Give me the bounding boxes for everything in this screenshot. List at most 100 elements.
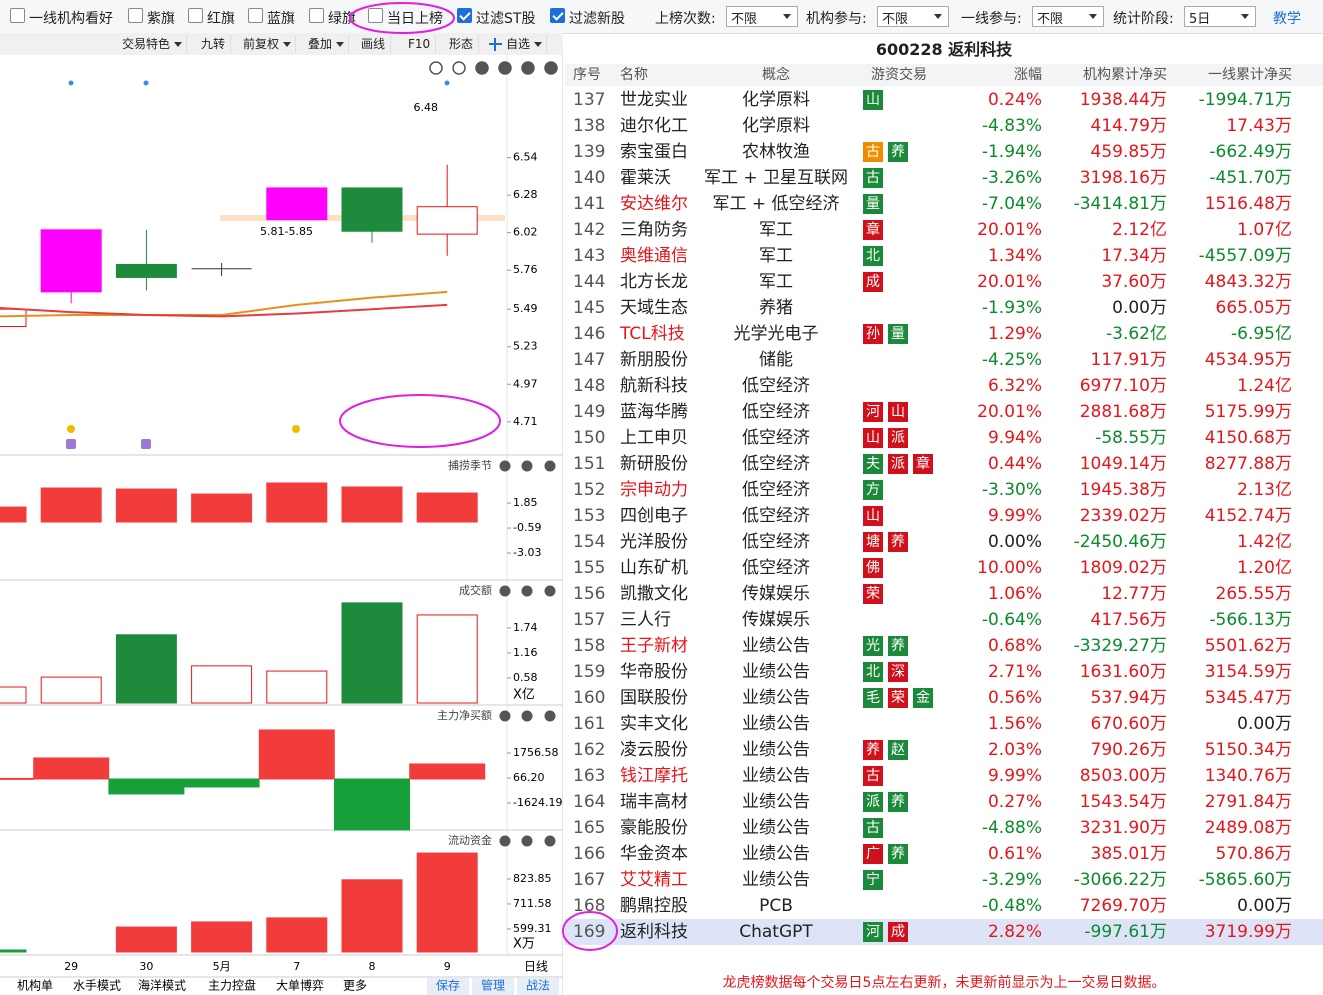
panel-icon[interactable]	[521, 460, 533, 472]
help-link[interactable]: 教学	[1273, 11, 1301, 27]
checkbox-label[interactable]: 蓝旗	[267, 11, 295, 27]
table-row[interactable]: 150 上工申贝 低空经济 山派 9.94% -58.55万 4150.68万	[565, 425, 1323, 451]
chart-button[interactable]: 九转	[196, 35, 232, 53]
checkbox[interactable]	[457, 8, 472, 23]
chart-button[interactable]: 叠加	[303, 35, 350, 53]
select[interactable]: 5日	[1184, 6, 1256, 27]
table-row[interactable]: 165 豪能股份 业绩公告 古 -4.88% 3231.90万 2489.08万	[565, 815, 1323, 841]
table-row[interactable]: 142 三角防务 军工 章 20.01% 2.12亿 1.07亿	[565, 217, 1323, 243]
checkbox[interactable]	[550, 8, 565, 23]
table-row[interactable]: 167 艾艾精工 业绩公告 宁 -3.29% -3066.22万 -5865.60万	[565, 867, 1323, 893]
panel-icon[interactable]	[499, 835, 511, 847]
checkbox-label[interactable]: 紫旗	[147, 11, 175, 27]
table-row[interactable]: 143 奥维通信 军工 北 1.34% 17.34万 -4557.09万	[565, 243, 1323, 269]
select[interactable]: 不限	[877, 6, 949, 27]
action-button[interactable]: 战法	[526, 979, 550, 993]
bottom-tab[interactable]: 机构单	[17, 978, 53, 993]
table-row[interactable]: 166 华金资本 业绩公告 广养 0.61% 385.01万 570.86万	[565, 841, 1323, 867]
chart-button[interactable]: 前复权	[238, 35, 297, 53]
stock-name: 华帝股份	[620, 662, 688, 682]
panel-icon[interactable]	[544, 835, 556, 847]
bar	[115, 634, 177, 704]
table-row[interactable]: 152 宗申动力 低空经济 方 -3.30% 1945.38万 2.13亿	[565, 477, 1323, 503]
panel-icon[interactable]	[499, 585, 511, 597]
checkbox-label[interactable]: 一线机构看好	[29, 11, 113, 27]
stock-name: 新朋股份	[620, 350, 688, 370]
table-row[interactable]: 137 世龙实业 化学原料 山 0.24% 1938.44万 -1994.71万	[565, 87, 1323, 113]
panel-icon[interactable]	[544, 585, 556, 597]
chart-button[interactable]: 自选	[484, 35, 548, 53]
bottom-tab[interactable]: 海洋模式	[138, 978, 186, 993]
price-annotation: 6.48	[414, 101, 439, 114]
stock-name: 索宝蛋白	[620, 142, 688, 162]
bottom-tab[interactable]: 更多	[343, 979, 367, 993]
table-row[interactable]: 149 蓝海华腾 低空经济 河山 20.01% 2881.68万 5175.99万	[565, 399, 1323, 425]
checkbox[interactable]	[309, 8, 324, 23]
chart-button[interactable]: 形态	[444, 35, 480, 53]
trader-tag: 古	[863, 168, 883, 188]
table-row[interactable]: 157 三人行 传媒娱乐 -0.64% 417.56万 -566.13万	[565, 607, 1323, 633]
table-row[interactable]: 160 国联股份 业绩公告 毛荣金 0.56% 537.94万 5345.47万	[565, 685, 1323, 711]
panel-icon[interactable]	[521, 835, 533, 847]
panel-icon[interactable]	[521, 710, 533, 722]
panel-icon[interactable]	[544, 710, 556, 722]
table-row[interactable]: 164 瑞丰高材 业绩公告 派养 0.27% 1543.54万 2791.84万	[565, 789, 1323, 815]
checkbox-label[interactable]: 过滤ST股	[476, 11, 536, 27]
panel-icon[interactable]	[499, 460, 511, 472]
chart-button[interactable]: F10	[403, 35, 437, 53]
chart-button[interactable]: 交易特色	[117, 35, 188, 53]
table-row[interactable]: 162 凌云股份 业绩公告 养赵 2.03% 790.26万 5150.34万	[565, 737, 1323, 763]
table-row[interactable]: 145 天域生态 养猪 -1.93% 0.00万 665.05万	[565, 295, 1323, 321]
inst-net-buy: -3329.27万	[1073, 636, 1167, 656]
chart-tool-icon[interactable]	[452, 61, 466, 75]
checkbox[interactable]	[188, 8, 203, 23]
checkbox[interactable]	[128, 8, 143, 23]
table-row[interactable]: 151 新研股份 低空经济 夫派章 0.44% 1049.14万 8277.88万	[565, 451, 1323, 477]
action-button[interactable]: 管理	[481, 978, 505, 993]
chart-tool-icon[interactable]	[521, 61, 535, 75]
table-row[interactable]: 147 新朋股份 储能 -4.25% 117.91万 4534.95万	[565, 347, 1323, 373]
panel-icon[interactable]	[499, 710, 511, 722]
checkbox-label[interactable]: 红旗	[207, 11, 235, 27]
bottom-tab[interactable]: 主力控盘	[208, 978, 256, 993]
checkbox-label[interactable]: 过滤新股	[569, 11, 625, 27]
inst-net-buy: -997.61万	[1084, 922, 1167, 942]
stock-name: 迪尔化工	[620, 116, 688, 136]
table-row[interactable]: 144 北方长龙 军工 成 20.01% 37.60万 4843.32万	[565, 269, 1323, 295]
table-row[interactable]: 148 航新科技 低空经济 6.32% 6977.10万 1.24亿	[565, 373, 1323, 399]
chart-tool-icon[interactable]	[498, 61, 512, 75]
chart-tool-icon[interactable]	[475, 61, 489, 75]
select-label: 机构参与:	[806, 11, 867, 27]
checkbox[interactable]	[10, 8, 25, 23]
checkbox[interactable]	[248, 8, 263, 23]
concept: ChatGPT	[739, 922, 813, 942]
trader-tag: 方	[863, 480, 883, 500]
chart-tool-icon[interactable]	[429, 61, 443, 75]
table-row[interactable]: 140 霍莱沃 军工 + 卫星互联网古 -3.26% 3198.16万 -451.70万	[565, 165, 1323, 191]
table-row[interactable]: 155 山东矿机 低空经济 佛 10.00% 1809.02万 1.20亿	[565, 555, 1323, 581]
table-row[interactable]: 141 安达维尔 军工 + 低空经济 量 -7.04% -3414.81万 1516.48万	[565, 191, 1323, 217]
panel-icon[interactable]	[544, 460, 556, 472]
panel-icon[interactable]	[521, 585, 533, 597]
table-row[interactable]: 158 王子新材 业绩公告 光养 0.68% -3329.27万 5501.62万	[565, 633, 1323, 659]
table-row[interactable]: 163 钱江摩托 业绩公告 古 9.99% 8503.00万 1340.76万	[565, 763, 1323, 789]
table-row[interactable]: 159 华帝股份 业绩公告 北深 2.71% 1631.60万 3154.59万	[565, 659, 1323, 685]
row-number: 164	[573, 792, 606, 812]
select[interactable]: 不限	[1032, 6, 1104, 27]
bottom-tab[interactable]: 大单博弈	[276, 978, 324, 993]
table-row[interactable]: 154 光洋股份 低空经济 塘养 0.00% -2450.46万 1.42亿	[565, 529, 1323, 555]
table-row[interactable]: 161 实丰文化 业绩公告 1.56% 670.60万 0.00万	[565, 711, 1323, 737]
chart-button[interactable]: 画线	[356, 35, 392, 53]
action-button[interactable]: 保存	[436, 979, 460, 993]
table-row[interactable]: 169 返利科技 ChatGPT 河成 2.82% -997.61万 3719.99万	[565, 919, 1323, 945]
table-row[interactable]: 156 凯撒文化 传媒娱乐 荣 1.06% 12.77万 265.55万	[565, 581, 1323, 607]
table-row[interactable]: 168 鹏鼎控股 PCB -0.48% 7269.70万 0.00万	[565, 893, 1323, 919]
table-row[interactable]: 138 迪尔化工 化学原料 -4.83% 414.79万 17.43万	[565, 113, 1323, 139]
y-tick-label: 5.49	[513, 302, 538, 315]
select[interactable]: 不限	[726, 6, 798, 27]
table-row[interactable]: 153 四创电子 低空经济 山 9.99% 2339.02万 4152.74万	[565, 503, 1323, 529]
chart-tool-icon[interactable]	[544, 61, 558, 75]
table-row[interactable]: 146 TCL科技 光学光电子 孙量 1.29% -3.62亿 -6.95亿	[565, 321, 1323, 347]
table-row[interactable]: 139 索宝蛋白 农林牧渔 古养 -1.94% 459.85万 -662.49万	[565, 139, 1323, 165]
bottom-tab[interactable]: 水手模式	[73, 979, 121, 993]
